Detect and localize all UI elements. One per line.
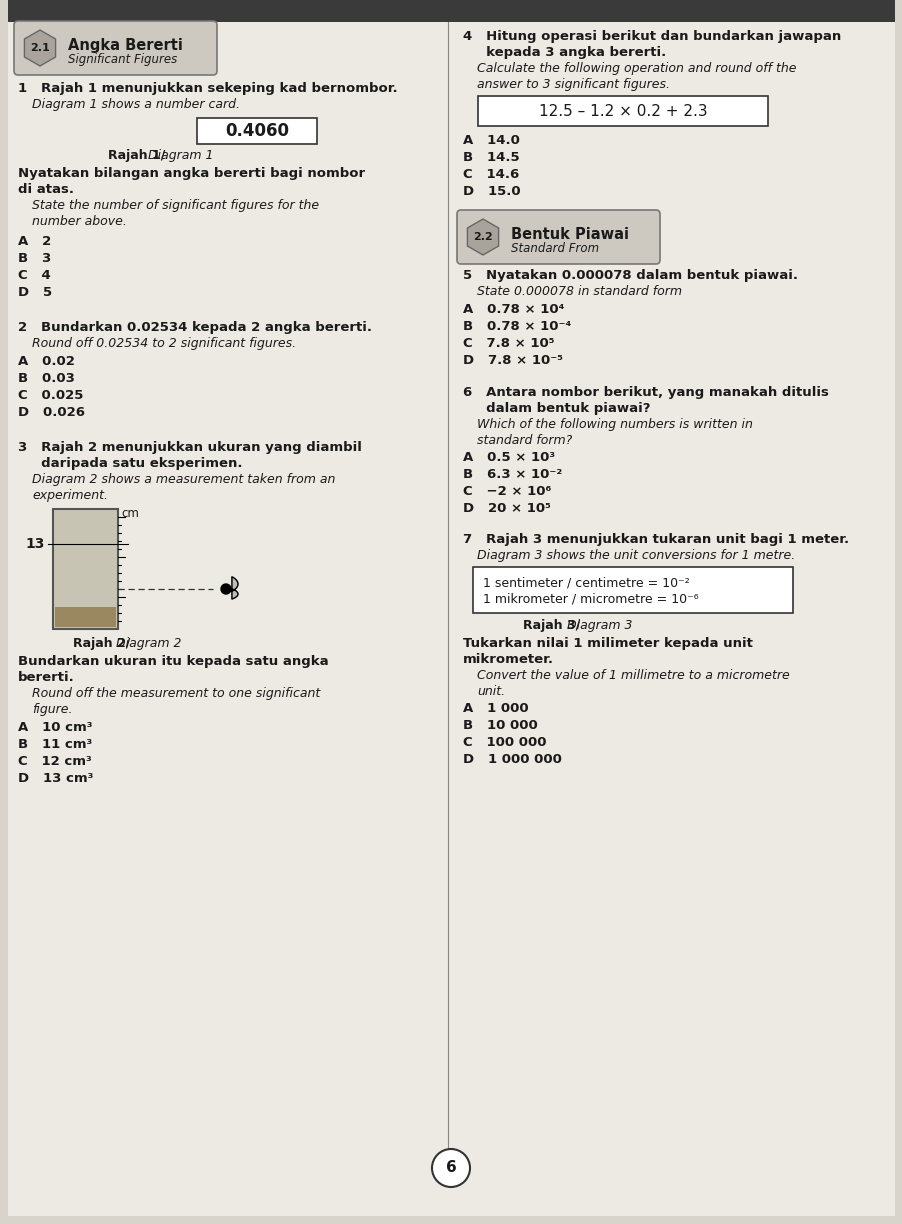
Bar: [197, 118, 317, 144]
Text: A   0.5 × 10³: A 0.5 × 10³: [463, 450, 555, 464]
Text: C   100 000: C 100 000: [463, 736, 546, 749]
Text: D   1 000 000: D 1 000 000: [463, 753, 561, 766]
Text: Standard From: Standard From: [511, 242, 598, 255]
Text: 13: 13: [25, 537, 45, 551]
Text: Bentuk Piawai: Bentuk Piawai: [511, 226, 629, 242]
Polygon shape: [24, 31, 56, 66]
Circle shape: [221, 584, 231, 594]
Circle shape: [431, 1149, 469, 1187]
Text: C   0.025: C 0.025: [18, 389, 83, 401]
Bar: [477, 95, 767, 126]
Text: Round off 0.02534 to 2 significant figures.: Round off 0.02534 to 2 significant figur…: [32, 337, 296, 350]
Text: Diagram 2 shows a measurement taken from an: Diagram 2 shows a measurement taken from…: [32, 472, 335, 486]
Bar: [473, 567, 792, 613]
Text: Tukarkan nilai 1 milimeter kepada unit: Tukarkan nilai 1 milimeter kepada unit: [463, 636, 752, 650]
Text: C   14.6: C 14.6: [463, 168, 519, 181]
Text: 2.2: 2.2: [473, 233, 492, 242]
Text: 6   Antara nombor berikut, yang manakah ditulis: 6 Antara nombor berikut, yang manakah di…: [463, 386, 828, 399]
Text: D   13 cm³: D 13 cm³: [18, 772, 93, 785]
Polygon shape: [232, 577, 238, 599]
Text: B   0.03: B 0.03: [18, 372, 75, 386]
Text: number above.: number above.: [32, 215, 127, 228]
Text: D   7.8 × 10⁻⁵: D 7.8 × 10⁻⁵: [463, 354, 562, 367]
Text: 2   Bundarkan 0.02534 kepada 2 angka bererti.: 2 Bundarkan 0.02534 kepada 2 angka berer…: [18, 321, 372, 334]
Text: kepada 3 angka bererti.: kepada 3 angka bererti.: [463, 47, 666, 59]
Text: D   5: D 5: [18, 286, 52, 299]
Bar: [53, 509, 118, 629]
Text: 12.5 – 1.2 × 0.2 + 2.3: 12.5 – 1.2 × 0.2 + 2.3: [538, 104, 706, 119]
Text: State the number of significant figures for the: State the number of significant figures …: [32, 200, 318, 212]
Text: D   0.026: D 0.026: [18, 406, 85, 419]
Text: D   15.0: D 15.0: [463, 185, 520, 198]
Text: dalam bentuk piawai?: dalam bentuk piawai?: [463, 401, 649, 415]
Text: Convert the value of 1 millimetre to a micrometre: Convert the value of 1 millimetre to a m…: [476, 670, 789, 682]
Text: Rajah 3/: Rajah 3/: [522, 619, 584, 632]
Text: Rajah 1/: Rajah 1/: [108, 149, 170, 162]
Text: Diagram 1 shows a number card.: Diagram 1 shows a number card.: [32, 98, 240, 111]
Text: 2.1: 2.1: [30, 43, 50, 53]
Text: C   4: C 4: [18, 269, 51, 282]
Text: bererti.: bererti.: [18, 671, 75, 684]
FancyBboxPatch shape: [14, 21, 216, 75]
Text: Diagram 2: Diagram 2: [115, 636, 181, 650]
Text: Diagram 3 shows the unit conversions for 1 metre.: Diagram 3 shows the unit conversions for…: [476, 550, 795, 562]
Text: daripada satu eksperimen.: daripada satu eksperimen.: [18, 457, 243, 470]
Text: C   −2 × 10⁶: C −2 × 10⁶: [463, 485, 551, 498]
Text: figure.: figure.: [32, 703, 72, 716]
Text: standard form?: standard form?: [476, 435, 572, 447]
Text: 3   Rajah 2 menunjukkan ukuran yang diambil: 3 Rajah 2 menunjukkan ukuran yang diambi…: [18, 441, 362, 454]
Text: C   12 cm³: C 12 cm³: [18, 755, 92, 767]
Text: Rajah 2/: Rajah 2/: [73, 636, 134, 650]
Text: B   0.78 × 10⁻⁴: B 0.78 × 10⁻⁴: [463, 319, 571, 333]
Text: A   14.0: A 14.0: [463, 133, 520, 147]
Text: A   1 000: A 1 000: [463, 703, 528, 715]
Text: B   10 000: B 10 000: [463, 718, 538, 732]
Text: cm: cm: [121, 507, 139, 520]
Text: B   14.5: B 14.5: [463, 151, 519, 164]
Text: A   0.02: A 0.02: [18, 355, 75, 368]
Text: Bundarkan ukuran itu kepada satu angka: Bundarkan ukuran itu kepada satu angka: [18, 655, 328, 668]
FancyBboxPatch shape: [456, 211, 659, 264]
Text: A   10 cm³: A 10 cm³: [18, 721, 92, 734]
Text: B   6.3 × 10⁻²: B 6.3 × 10⁻²: [463, 468, 562, 481]
Text: Diagram 3: Diagram 3: [566, 619, 631, 632]
Text: B   3: B 3: [18, 252, 51, 266]
Text: C   7.8 × 10⁵: C 7.8 × 10⁵: [463, 337, 554, 350]
Text: Which of the following numbers is written in: Which of the following numbers is writte…: [476, 419, 752, 431]
Text: Significant Figures: Significant Figures: [68, 53, 177, 66]
Text: Diagram 1: Diagram 1: [148, 149, 213, 162]
Text: 5   Nyatakan 0.000078 dalam bentuk piawai.: 5 Nyatakan 0.000078 dalam bentuk piawai.: [463, 269, 797, 282]
Text: 6: 6: [445, 1160, 456, 1175]
Text: A   2: A 2: [18, 235, 51, 248]
Bar: [8, 0, 894, 22]
Text: 1   Rajah 1 menunjukkan sekeping kad bernombor.: 1 Rajah 1 menunjukkan sekeping kad berno…: [18, 82, 397, 95]
Text: 4   Hitung operasi berikut dan bundarkan jawapan: 4 Hitung operasi berikut dan bundarkan j…: [463, 31, 841, 43]
Text: 1 mikrometer / micrometre = 10⁻⁶: 1 mikrometer / micrometre = 10⁻⁶: [483, 592, 698, 606]
Text: answer to 3 significant figures.: answer to 3 significant figures.: [476, 78, 669, 91]
Text: B   11 cm³: B 11 cm³: [18, 738, 92, 752]
Text: D   20 × 10⁵: D 20 × 10⁵: [463, 502, 550, 515]
Text: mikrometer.: mikrometer.: [463, 652, 554, 666]
Text: A   0.78 × 10⁴: A 0.78 × 10⁴: [463, 304, 564, 316]
Text: unit.: unit.: [476, 685, 504, 698]
Text: 7   Rajah 3 menunjukkan tukaran unit bagi 1 meter.: 7 Rajah 3 menunjukkan tukaran unit bagi …: [463, 532, 848, 546]
Text: 0.4060: 0.4060: [225, 122, 289, 140]
Polygon shape: [467, 219, 498, 255]
Text: Angka Bererti: Angka Bererti: [68, 38, 183, 53]
Text: di atas.: di atas.: [18, 184, 74, 196]
Text: experiment.: experiment.: [32, 490, 108, 502]
Text: State 0.000078 in standard form: State 0.000078 in standard form: [476, 285, 681, 297]
Text: Calculate the following operation and round off the: Calculate the following operation and ro…: [476, 62, 796, 75]
Text: Round off the measurement to one significant: Round off the measurement to one signifi…: [32, 687, 320, 700]
Text: 1 sentimeter / centimetre = 10⁻²: 1 sentimeter / centimetre = 10⁻²: [483, 577, 689, 590]
Text: Nyatakan bilangan angka bererti bagi nombor: Nyatakan bilangan angka bererti bagi nom…: [18, 166, 364, 180]
Bar: [55, 607, 115, 627]
